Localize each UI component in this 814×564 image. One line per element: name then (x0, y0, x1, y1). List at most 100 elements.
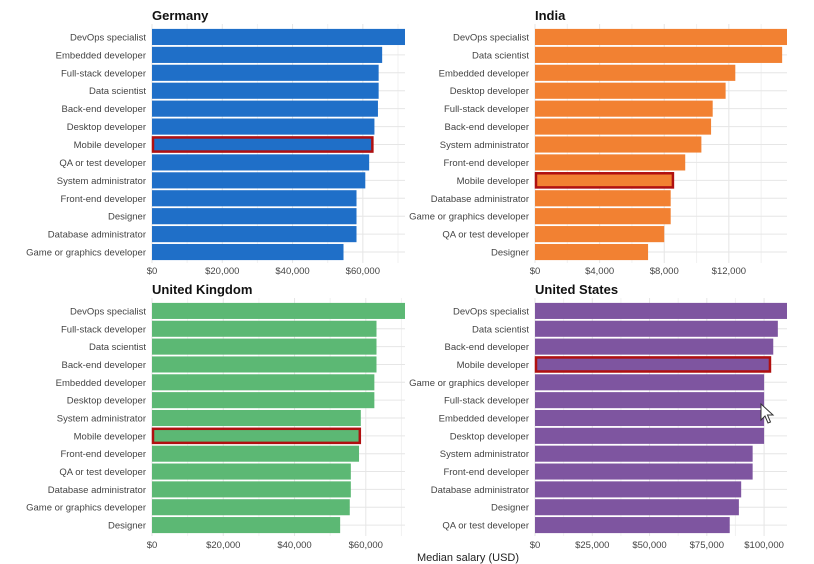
category-label: Back-end developer (62, 104, 147, 115)
bar (152, 118, 375, 135)
category-label: Desktop developer (67, 396, 146, 407)
category-label: Data scientist (89, 86, 146, 97)
x-tick-label: $4,000 (585, 266, 614, 277)
panel-germany: Germany $0 $20,000 $40,000 $60,000 DevOps spe… (26, 8, 405, 277)
bar (152, 28, 405, 46)
category-label: System administrator (57, 176, 146, 187)
category-label: Database administrator (48, 485, 146, 496)
bar (152, 172, 366, 189)
category-label: Mobile developer (74, 431, 146, 442)
category-label: Mobile developer (457, 360, 529, 371)
category-label: Database administrator (48, 230, 146, 241)
category-label: QA or test developer (442, 521, 529, 532)
panel-title: Germany (152, 8, 209, 23)
category-label: Mobile developer (457, 176, 529, 187)
bar (535, 302, 787, 319)
bar (152, 409, 361, 427)
category-label: Full-stack developer (444, 104, 529, 115)
x-tick-label: $20,000 (205, 266, 239, 277)
category-label: Game or graphics developer (26, 248, 146, 259)
bar (535, 100, 713, 117)
bar (535, 463, 753, 480)
x-tick-label: $0 (147, 540, 158, 551)
category-label: DevOps specialist (453, 306, 529, 317)
bar-highlight-outline (534, 356, 772, 373)
bar (152, 64, 379, 81)
category-label: Back-end developer (445, 342, 530, 353)
category-label: DevOps specialist (70, 306, 146, 317)
bar (535, 517, 730, 534)
bar (152, 208, 357, 225)
category-label: QA or test developer (59, 158, 146, 169)
x-tick-label: $50,000 (632, 540, 666, 551)
category-label: Desktop developer (67, 122, 146, 133)
bar (152, 338, 377, 355)
bar (152, 481, 351, 498)
bar (535, 243, 649, 261)
category-label: Embedded developer (56, 378, 146, 389)
category-label: QA or test developer (59, 467, 146, 478)
mouse-cursor-icon (760, 402, 775, 424)
bar (152, 445, 360, 462)
bar (535, 208, 671, 225)
x-tick-label: $0 (530, 540, 541, 551)
category-label: Database administrator (431, 194, 529, 205)
x-tick-label: $8,000 (650, 266, 679, 277)
bar (535, 190, 671, 207)
bar (152, 302, 405, 319)
bar (535, 118, 712, 135)
bar (152, 82, 379, 99)
category-label: DevOps specialist (453, 32, 529, 43)
bar (535, 481, 742, 498)
category-label: Designer (491, 248, 529, 259)
bar (535, 154, 686, 171)
bar (535, 356, 771, 373)
x-tick-label: $60,000 (346, 266, 380, 277)
category-label: QA or test developer (442, 230, 529, 241)
panel-united-kingdom: United Kingdom $0 $20,000 $40,000 $60,000 Dev… (26, 282, 405, 551)
bar (535, 427, 765, 444)
bar-highlight-outline (151, 427, 362, 445)
category-label: Mobile developer (74, 140, 146, 151)
bar (152, 392, 375, 409)
x-axis-title: Median salary (USD) (417, 552, 519, 564)
panel-title: India (535, 8, 566, 23)
category-label: Game or graphics developer (26, 503, 146, 514)
x-tick-label: $60,000 (349, 540, 383, 551)
bar (152, 463, 351, 480)
bar (535, 172, 674, 189)
x-tick-label: $12,000 (712, 266, 746, 277)
category-label: Designer (108, 212, 146, 223)
bar (152, 136, 374, 153)
bar (152, 190, 357, 207)
category-label: Data scientist (472, 324, 529, 335)
bar (152, 517, 341, 534)
category-label: System administrator (440, 449, 529, 460)
category-label: Designer (491, 503, 529, 514)
bar (535, 320, 778, 337)
category-label: Front-end developer (60, 194, 146, 205)
category-label: Game or graphics developer (409, 212, 529, 223)
x-tick-label: $40,000 (277, 540, 311, 551)
x-tick-label: $40,000 (275, 266, 309, 277)
bar (535, 409, 765, 427)
bar (152, 499, 350, 516)
bar (152, 100, 378, 117)
bar-highlight-outline (534, 172, 675, 189)
category-label: Embedded developer (439, 414, 529, 425)
bar-highlight-outline (151, 136, 374, 153)
bar (535, 82, 726, 99)
category-label: Back-end developer (62, 360, 147, 371)
category-label: System administrator (57, 414, 146, 425)
category-label: Embedded developer (439, 68, 529, 79)
category-label: Front-end developer (443, 467, 529, 478)
bar (535, 445, 753, 462)
panel-title: United States (535, 282, 618, 297)
bar (535, 28, 787, 46)
bar (152, 226, 357, 243)
bar (535, 136, 702, 153)
category-label: Embedded developer (56, 50, 146, 61)
category-label: Back-end developer (445, 122, 530, 133)
category-label: Full-stack developer (444, 396, 529, 407)
